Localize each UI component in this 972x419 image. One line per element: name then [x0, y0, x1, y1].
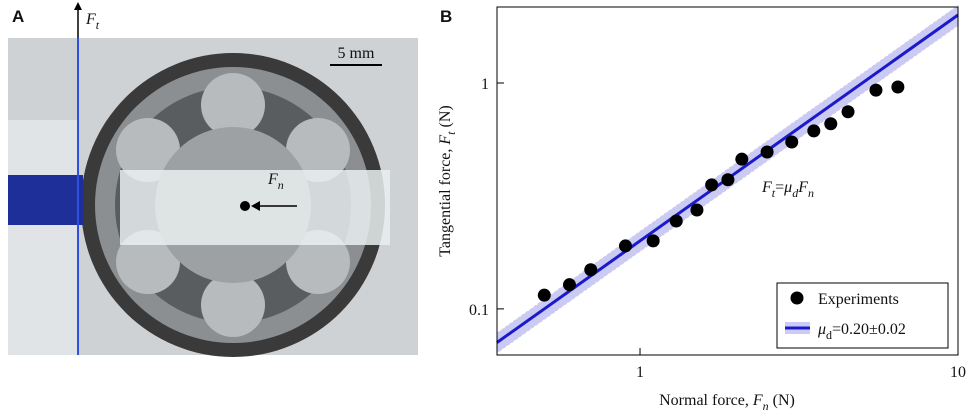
point: [562, 278, 576, 292]
clamp: [8, 120, 78, 355]
var: F: [437, 135, 454, 146]
sub: t: [96, 18, 100, 32]
point: [891, 80, 905, 94]
y-axis-label: Tangential force, Ft (N): [437, 105, 458, 257]
panel-label: A: [12, 7, 24, 26]
x-axis-label: Normal force, Fn (N): [659, 392, 795, 413]
point: [669, 214, 683, 228]
sub: d: [826, 328, 832, 342]
plot-frame: [496, 6, 959, 356]
plot: 1 10 0.1 1: [469, 4, 966, 381]
unit: (N): [437, 105, 454, 131]
point: [537, 288, 551, 302]
force-label: Ft: [85, 11, 100, 32]
point: [721, 173, 735, 187]
b-sub: d: [792, 186, 799, 200]
panel-label: B: [440, 7, 452, 26]
text: =0.20±0.02: [832, 321, 906, 338]
photo: [8, 2, 418, 357]
legend-label: Experiments: [818, 291, 899, 308]
sub: n: [763, 399, 769, 413]
text: Tangential force,: [437, 145, 454, 257]
point: [869, 83, 883, 97]
sub: t: [444, 131, 458, 135]
x-tick-label: 10: [950, 364, 966, 381]
point: [807, 124, 821, 138]
arrow-head: [74, 2, 82, 10]
point: [735, 152, 749, 166]
x-tick-label: 1: [636, 364, 644, 381]
text: Normal force,: [659, 392, 753, 409]
c: F: [797, 179, 808, 196]
annotation: Ft=μdFn: [761, 179, 814, 200]
point: [646, 234, 660, 248]
sub: n: [278, 178, 284, 192]
var: F: [752, 392, 763, 409]
var: F: [267, 171, 278, 188]
force-label: Fn: [267, 171, 284, 192]
point: [760, 145, 774, 159]
balls: [116, 73, 350, 337]
y-tick-label: 0.1: [469, 302, 489, 319]
point: [618, 239, 632, 253]
contact-point: [240, 201, 250, 211]
legend: Experiments μd=0.20±0.02: [776, 282, 949, 349]
point: [841, 105, 855, 119]
var: F: [85, 11, 96, 28]
point: [690, 203, 704, 217]
c-sub: n: [808, 186, 814, 200]
legend-label: μd=0.20±0.02: [817, 321, 906, 342]
unit: (N): [769, 392, 795, 409]
point: [584, 263, 598, 277]
legend-marker: [790, 291, 804, 305]
y-tick-label: 1: [481, 76, 489, 93]
legend-box: [776, 282, 949, 349]
b: μ: [783, 179, 792, 196]
a-sub: t: [772, 186, 776, 200]
point: [785, 135, 799, 149]
point: [824, 117, 838, 131]
a: F: [761, 179, 772, 196]
arrow-head: [251, 201, 260, 211]
point: [705, 178, 719, 192]
scale-label: 5 mm: [338, 45, 375, 62]
thread-coil: [8, 175, 83, 225]
var: μ: [817, 321, 826, 338]
eq: =: [775, 179, 784, 196]
